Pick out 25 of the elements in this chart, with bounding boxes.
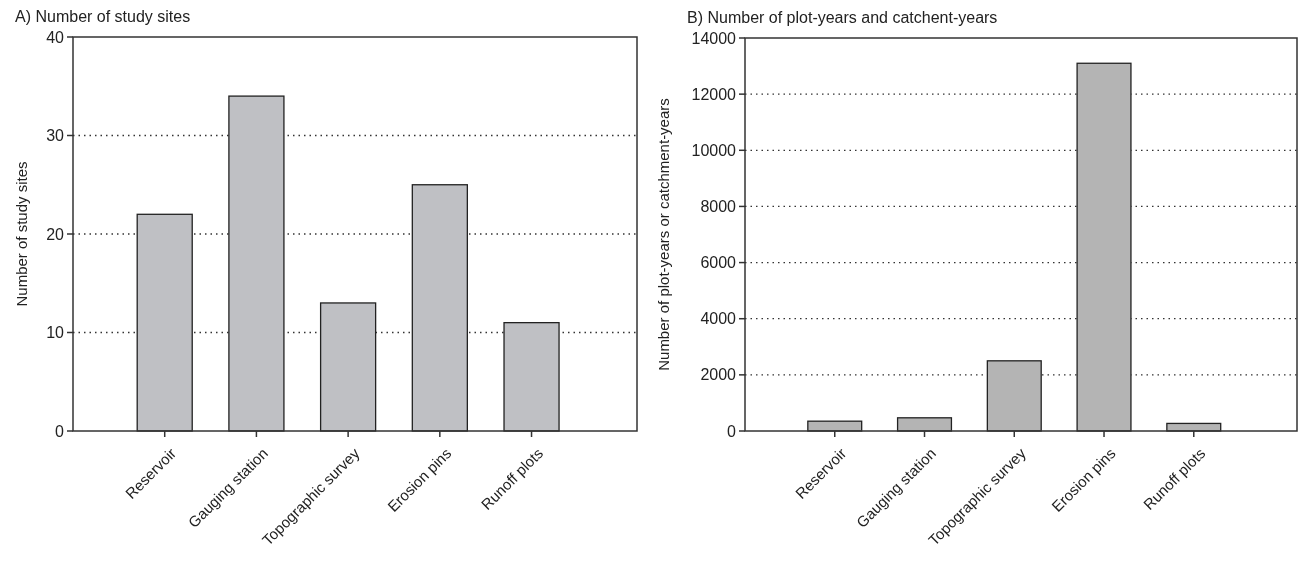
y-tick-label: 30 [46,127,65,145]
y-tick-label: 10 [46,324,65,342]
bar [503,322,560,432]
bar [896,417,953,432]
y-tick-label: 14000 [691,29,737,47]
y-tick-label: 10000 [691,141,737,159]
y-tick-label: 8000 [700,198,737,216]
chart-title: A) Number of study sites [15,8,191,25]
y-axis-title: Number of study sites [13,161,30,307]
y-tick-label: 12000 [691,85,737,103]
y-axis-title: Number of plot-years or catchment-years [655,98,672,371]
bar [411,184,468,432]
y-tick-label: 40 [46,28,65,46]
y-tick-label: 6000 [700,254,737,272]
bar [228,95,285,432]
bar [319,302,377,432]
chart-title: B) Number of plot-years and catchent-years [687,9,998,26]
bar [136,213,193,432]
bar [1076,62,1132,432]
y-tick-label: 20 [46,225,65,243]
y-tick-label: 0 [55,422,65,440]
bar [986,360,1042,432]
y-tick-label: 4000 [700,310,737,328]
y-tick-label: 0 [727,422,737,440]
y-tick-label: 2000 [700,366,737,384]
